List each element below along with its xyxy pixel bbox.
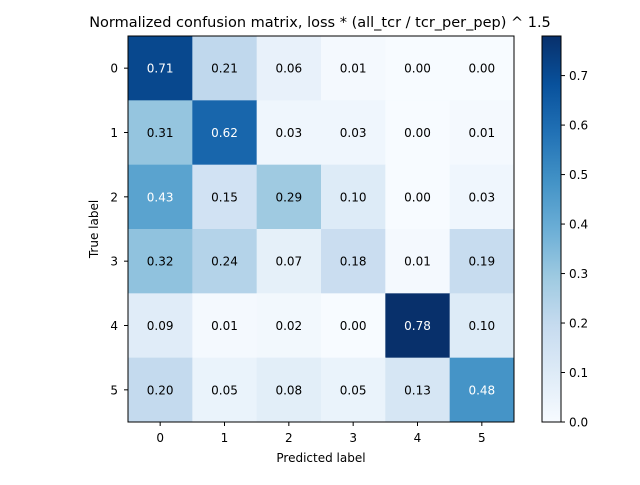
cell-value-label: 0.13 <box>404 383 431 397</box>
x-tick-label: 1 <box>221 431 229 445</box>
cell-value-label: 0.01 <box>211 319 238 333</box>
y-tick-label: 1 <box>110 126 118 140</box>
x-tick-label: 4 <box>414 431 422 445</box>
cell-value-label: 0.00 <box>404 190 431 204</box>
cell-value-label: 0.20 <box>147 383 174 397</box>
cell-value-label: 0.00 <box>404 126 431 140</box>
y-tick-label: 5 <box>110 383 118 397</box>
x-tick-label: 5 <box>478 431 486 445</box>
cell-value-label: 0.18 <box>340 255 367 269</box>
cell-value-label: 0.43 <box>147 190 174 204</box>
cell-value-label: 0.21 <box>211 62 238 76</box>
cell-value-label: 0.03 <box>275 126 302 140</box>
colorbar-tick-label: 0.3 <box>569 267 588 281</box>
cell-value-label: 0.01 <box>340 62 367 76</box>
cell-value-label: 0.01 <box>468 126 495 140</box>
colorbar-tick-label: 0.7 <box>569 69 588 83</box>
cell-value-label: 0.10 <box>468 319 495 333</box>
x-axis-label: Predicted label <box>276 451 365 465</box>
colorbar <box>542 36 561 422</box>
cell-value-label: 0.62 <box>211 126 238 140</box>
y-tick-label: 0 <box>110 62 118 76</box>
y-axis-label: True label <box>87 200 101 259</box>
x-tick-label: 2 <box>285 431 293 445</box>
cell-value-label: 0.06 <box>275 62 302 76</box>
cell-value-label: 0.19 <box>468 255 495 269</box>
cell-value-label: 0.00 <box>340 319 367 333</box>
cell-value-label: 0.01 <box>404 255 431 269</box>
x-tick-label: 3 <box>349 431 357 445</box>
cell-value-label: 0.29 <box>275 190 302 204</box>
y-tick-label: 2 <box>110 190 118 204</box>
cell-value-label: 0.32 <box>147 255 174 269</box>
cell-value-label: 0.71 <box>147 62 174 76</box>
cell-value-label: 0.08 <box>275 383 302 397</box>
cell-value-label: 0.00 <box>404 62 431 76</box>
colorbar-tick-label: 0.5 <box>569 168 588 182</box>
cell-value-label: 0.02 <box>275 319 302 333</box>
chart-title: Normalized confusion matrix, loss * (all… <box>89 15 551 31</box>
cell-value-label: 0.07 <box>275 255 302 269</box>
cell-value-label: 0.05 <box>340 383 367 397</box>
cell-value-label: 0.24 <box>211 255 238 269</box>
cell-value-label: 0.00 <box>468 62 495 76</box>
colorbar-tick-label: 0.6 <box>569 119 588 133</box>
cell-value-label: 0.31 <box>147 126 174 140</box>
cell-value-label: 0.05 <box>211 383 238 397</box>
cell-value-label: 0.09 <box>147 319 174 333</box>
cell-value-label: 0.03 <box>340 126 367 140</box>
x-tick-label: 0 <box>156 431 164 445</box>
heatmap-cells: 0.71 0.21 0.06 0.01 0.00 0.00 0.31 0.62 0.03 0.03… <box>128 36 515 423</box>
cell-value-label: 0.15 <box>211 190 238 204</box>
y-tick-label: 4 <box>110 319 118 333</box>
colorbar-tick-label: 0.0 <box>569 416 588 430</box>
cell-value-label: 0.10 <box>340 190 367 204</box>
y-tick-label: 3 <box>110 255 118 269</box>
colorbar-tick-label: 0.4 <box>569 218 588 232</box>
colorbar-tick-label: 0.1 <box>569 366 588 380</box>
cell-value-label: 0.78 <box>404 319 431 333</box>
cell-value-label: 0.03 <box>468 190 495 204</box>
cell-value-label: 0.48 <box>468 383 495 397</box>
colorbar-tick-label: 0.2 <box>569 317 588 331</box>
